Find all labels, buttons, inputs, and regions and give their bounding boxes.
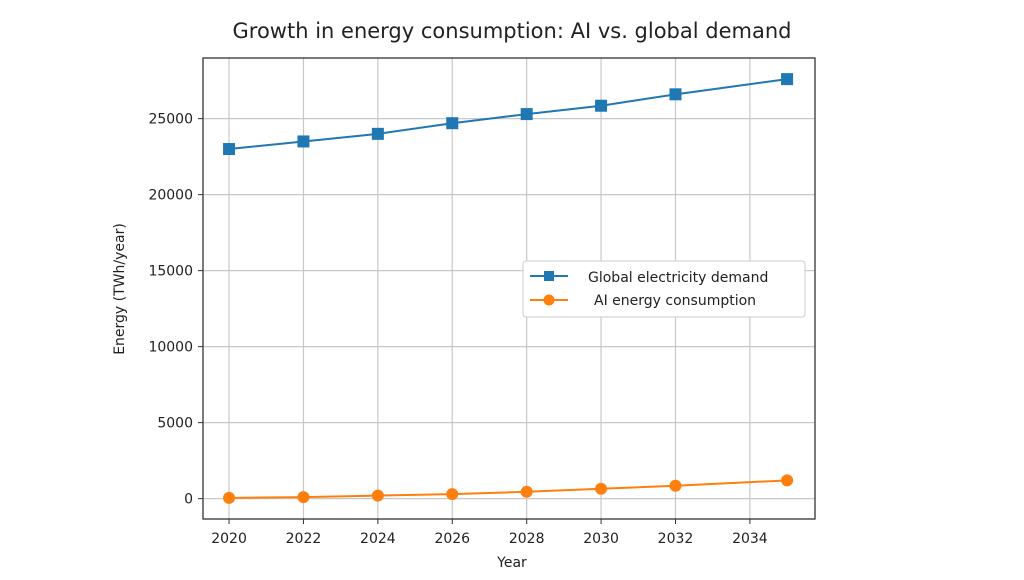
x-tick-label: 2034 — [732, 531, 768, 547]
legend-label-ai: AI energy consumption — [594, 293, 756, 309]
data-point — [446, 117, 459, 130]
data-point — [669, 88, 682, 101]
y-tick-label: 10000 — [148, 340, 193, 356]
data-point — [595, 482, 608, 495]
data-point — [297, 491, 310, 504]
y-tick-label: 20000 — [148, 188, 193, 204]
x-tick-label: 2022 — [286, 531, 322, 547]
y-tick-label: 0 — [184, 492, 193, 508]
series-line — [229, 479, 788, 499]
plot-frame — [202, 57, 816, 520]
x-tick-label: 2026 — [434, 531, 470, 547]
data-point — [669, 479, 682, 492]
x-tick-label: 2024 — [360, 531, 396, 547]
y-tick-label: 5000 — [157, 416, 193, 432]
y-axis-label: Energy (TWh/year) — [112, 223, 128, 355]
y-tick-label: 15000 — [148, 264, 193, 280]
legend: Global electricity demand AI energy cons… — [522, 260, 806, 318]
data-point — [371, 127, 384, 140]
y-ticks: 0 5000 10000 15000 20000 25000 — [148, 112, 203, 508]
data-point — [446, 488, 459, 501]
data-point — [371, 489, 384, 502]
series-layer — [223, 73, 794, 504]
legend-box — [522, 260, 806, 318]
data-point — [595, 99, 608, 112]
x-tick-label: 2028 — [509, 531, 545, 547]
x-ticks: 2020 2022 2024 2026 2028 2030 2032 2034 — [211, 519, 768, 547]
x-tick-label: 2020 — [211, 531, 247, 547]
data-point — [520, 485, 533, 498]
data-point — [781, 474, 794, 487]
y-tick-label: 25000 — [148, 112, 193, 128]
legend-label-global: Global electricity demand — [588, 270, 768, 286]
series-0 — [223, 73, 794, 156]
legend-marker-ai — [543, 294, 555, 306]
legend-marker-global — [544, 271, 554, 281]
data-point — [223, 491, 236, 504]
series-line — [228, 78, 788, 151]
chart-title: Growth in energy consumption: AI vs. glo… — [233, 19, 792, 43]
series-1 — [223, 474, 794, 504]
x-tick-label: 2032 — [658, 531, 694, 547]
x-tick-label: 2030 — [583, 531, 619, 547]
data-point — [223, 143, 236, 156]
x-axis-label: Year — [496, 555, 527, 571]
data-point — [781, 73, 794, 86]
data-point — [520, 108, 533, 121]
data-point — [297, 135, 310, 148]
